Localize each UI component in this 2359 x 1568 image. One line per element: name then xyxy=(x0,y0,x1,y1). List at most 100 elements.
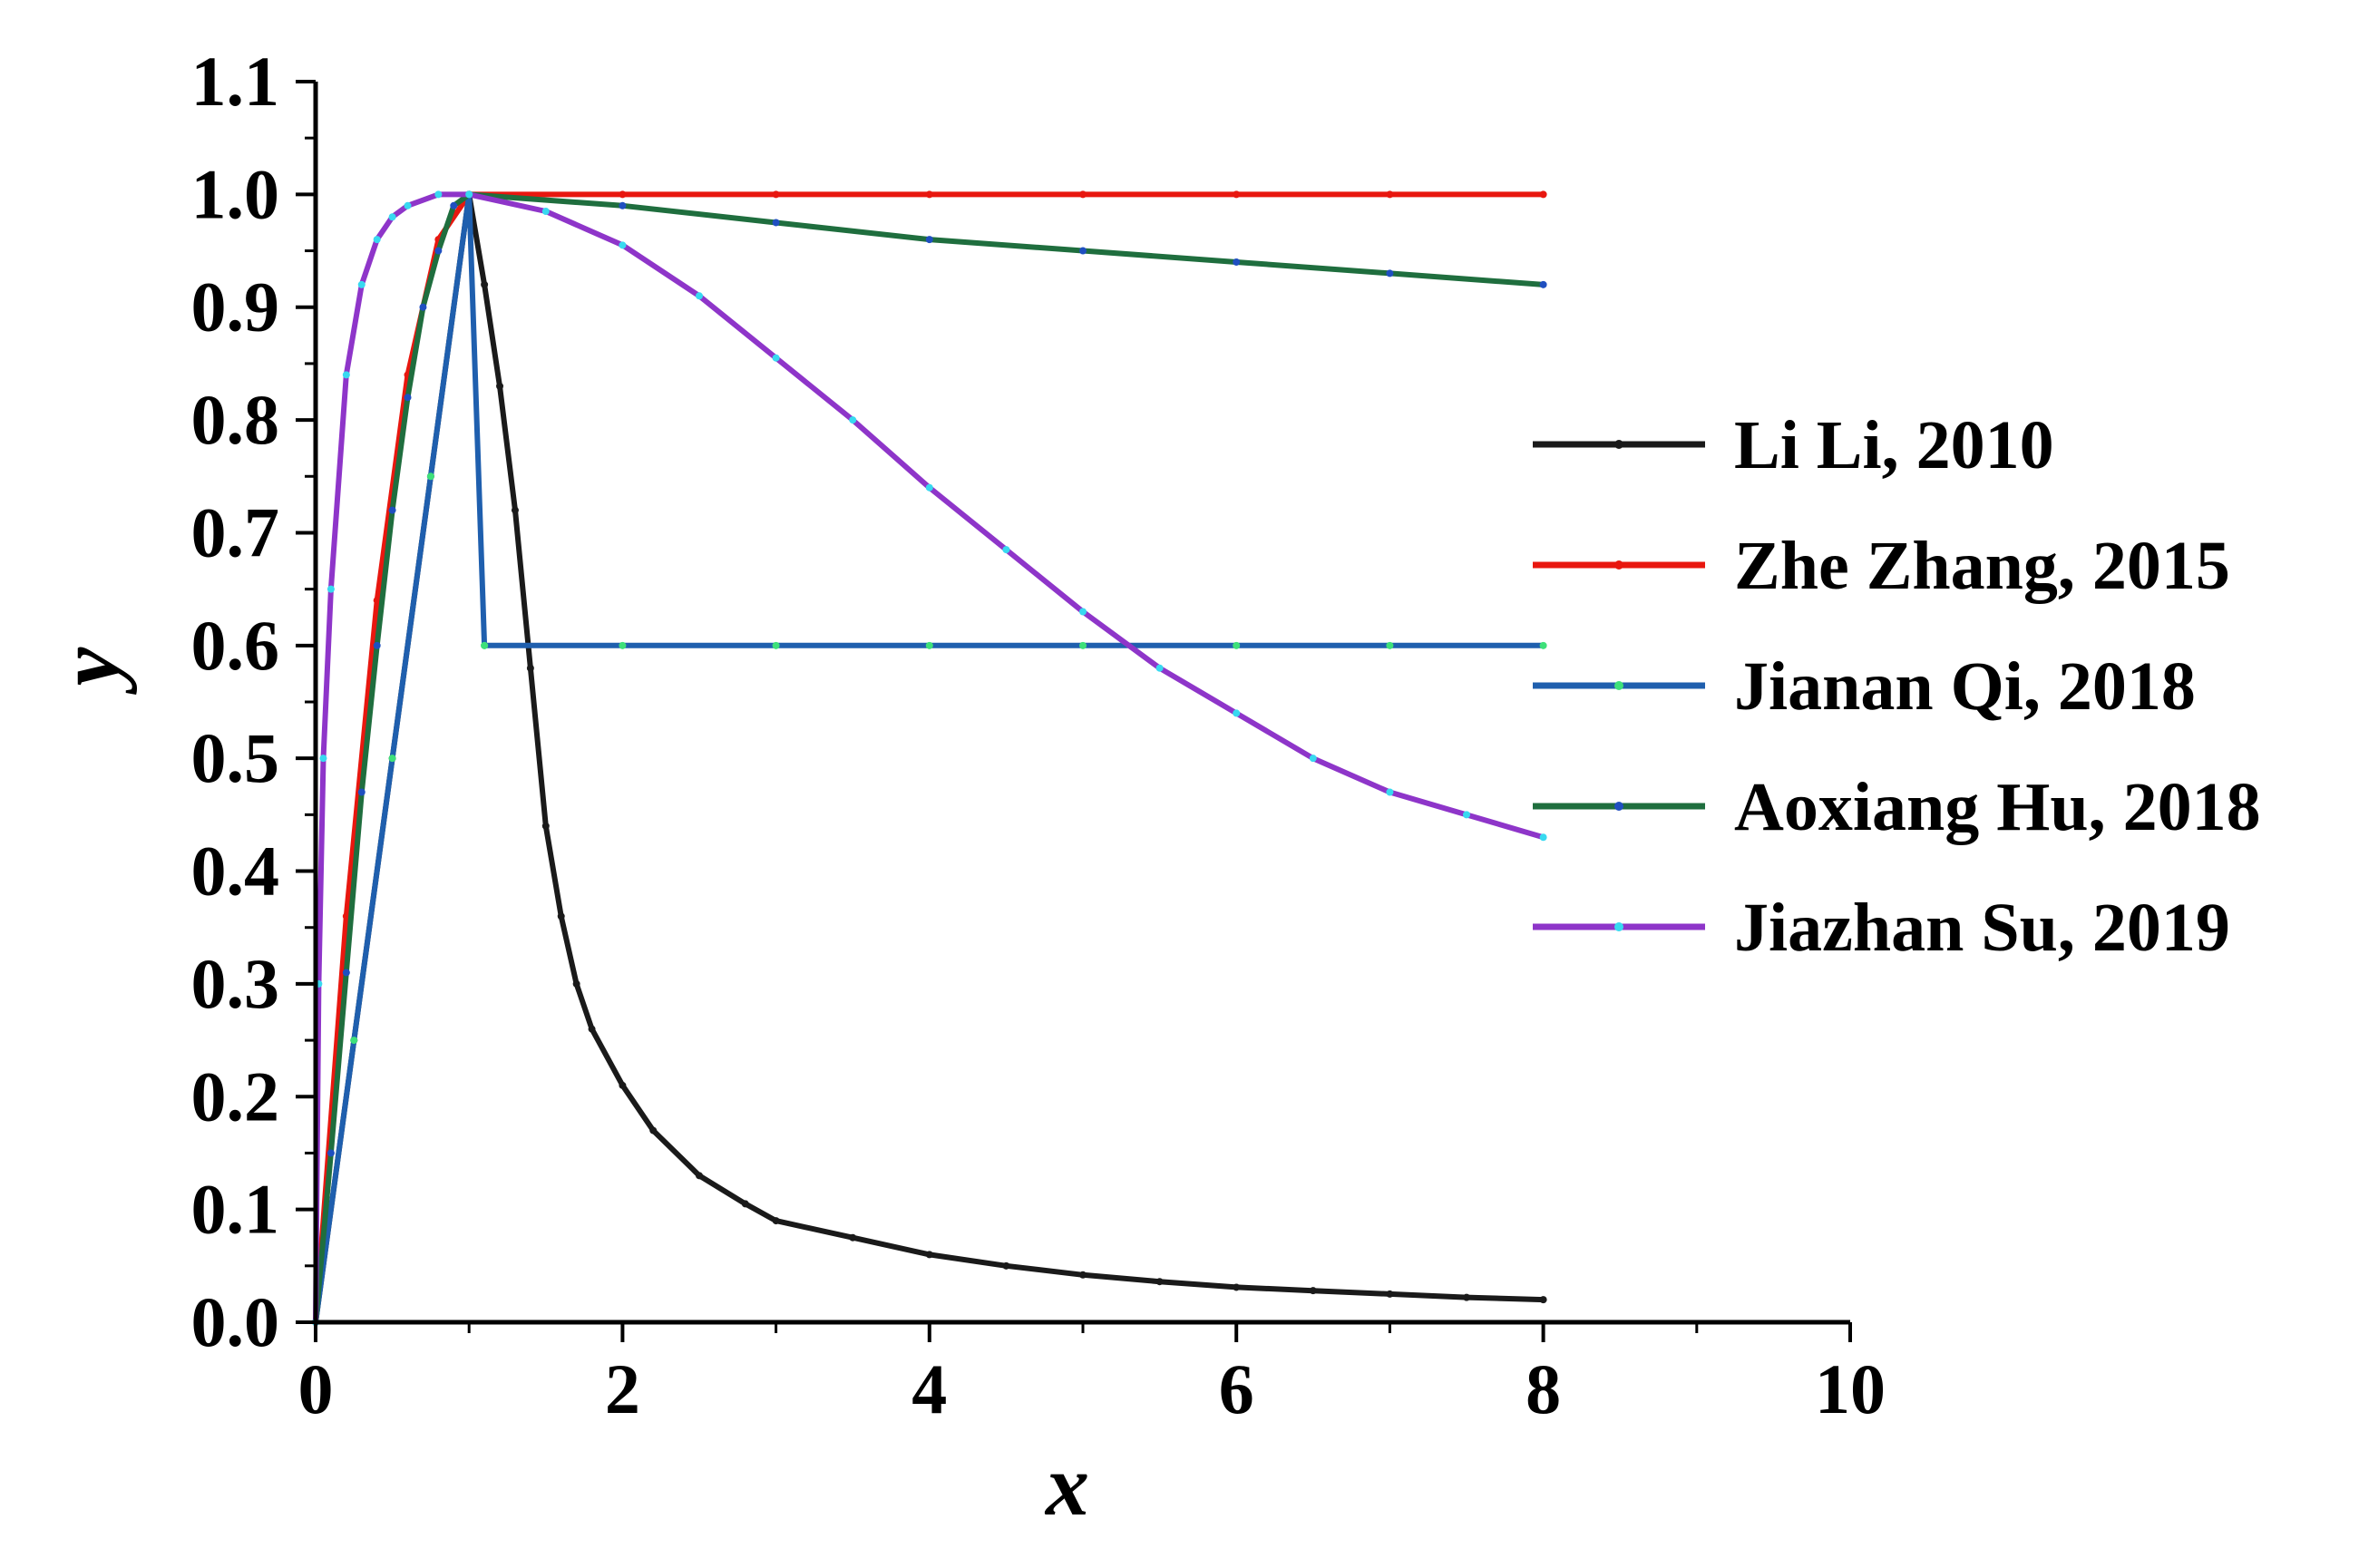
data-point xyxy=(404,201,412,209)
legend-label-3: Jianan Qi, 2018 xyxy=(1734,648,2196,725)
data-point xyxy=(925,236,933,244)
data-point xyxy=(419,303,427,311)
data-point xyxy=(1002,1261,1010,1270)
data-point xyxy=(1155,1278,1164,1286)
data-point xyxy=(588,1025,596,1033)
data-point xyxy=(925,190,933,199)
legend-marker-5 xyxy=(1614,922,1623,931)
data-point xyxy=(450,201,458,209)
data-point xyxy=(849,416,857,424)
data-point xyxy=(342,912,350,920)
data-point xyxy=(741,1200,749,1208)
legend-marker-3 xyxy=(1614,681,1623,690)
y-tick-label: 0.0 xyxy=(191,1282,280,1361)
data-point xyxy=(319,755,327,763)
data-point xyxy=(1233,709,1241,717)
data-point xyxy=(1233,641,1241,649)
data-point xyxy=(434,247,443,255)
data-point xyxy=(1079,190,1087,199)
data-point xyxy=(772,641,780,649)
data-point xyxy=(1079,608,1087,616)
x-tick-label: 2 xyxy=(605,1349,640,1428)
x-tick-label: 10 xyxy=(1815,1349,1886,1428)
series-layer xyxy=(312,190,1547,1326)
legend-label-1: Li Li, 2010 xyxy=(1734,407,2054,483)
data-point xyxy=(373,641,381,649)
legend-marker-2 xyxy=(1614,560,1623,570)
data-point xyxy=(1539,190,1547,199)
x-tick-label: 0 xyxy=(298,1349,334,1428)
data-point xyxy=(1079,247,1087,255)
legend-marker-4 xyxy=(1614,802,1623,811)
data-point xyxy=(1309,1287,1317,1295)
data-point xyxy=(541,822,550,830)
data-point xyxy=(619,641,627,649)
y-tick-label: 1.1 xyxy=(191,42,280,121)
data-point xyxy=(1002,546,1010,554)
y-tick-label: 0.5 xyxy=(191,718,280,797)
data-point xyxy=(557,912,565,920)
data-point xyxy=(327,585,335,593)
data-point xyxy=(388,213,396,221)
data-point xyxy=(772,1217,780,1225)
axes-layer: 0 2 4 6 8 10 0.0 0.1 0.2 0.3 0.4 0.5 0.6 0.7 0.8 0.9 1.0… xyxy=(191,42,1886,1428)
legend-label-2: Zhe Zhang, 2015 xyxy=(1734,528,2230,604)
series-line-1 xyxy=(313,191,1544,1323)
legend-label-5: Jiazhan Su, 2019 xyxy=(1734,890,2230,966)
data-point xyxy=(481,641,489,649)
data-point xyxy=(342,969,350,977)
data-point xyxy=(1233,258,1241,266)
data-point xyxy=(772,354,780,362)
y-tick-label: 0.8 xyxy=(191,380,280,459)
data-point xyxy=(357,788,366,796)
data-point xyxy=(925,1251,933,1259)
legend-marker-1 xyxy=(1614,440,1623,449)
data-point xyxy=(696,1172,703,1180)
data-point xyxy=(1386,641,1394,649)
data-point xyxy=(373,236,381,244)
data-point xyxy=(619,1081,627,1089)
data-point xyxy=(426,472,434,481)
data-point xyxy=(1386,269,1394,278)
data-point xyxy=(496,382,504,390)
legend: Li Li, 2010 Zhe Zhang, 2015 Jianan Qi, 201… xyxy=(1533,407,2261,966)
y-tick-label: 0.7 xyxy=(191,492,280,571)
y-tick-label: 0.1 xyxy=(191,1170,280,1249)
data-point xyxy=(1539,641,1547,649)
data-point xyxy=(1309,755,1317,763)
data-point xyxy=(772,219,780,227)
data-point xyxy=(1386,190,1394,199)
data-point xyxy=(327,1149,335,1157)
series-line-4 xyxy=(313,191,1544,1323)
y-tick-label: 1.0 xyxy=(191,154,280,233)
data-point xyxy=(465,190,473,199)
data-point xyxy=(1155,664,1164,672)
y-tick-label: 0.9 xyxy=(191,268,280,346)
legend-label-4: Aoxiang Hu, 2018 xyxy=(1734,769,2261,845)
data-point xyxy=(1386,788,1394,796)
data-point xyxy=(619,201,627,209)
data-point xyxy=(1079,641,1087,649)
data-point xyxy=(1539,1296,1547,1304)
data-point xyxy=(481,280,489,288)
data-point xyxy=(1463,1293,1470,1301)
data-point xyxy=(649,1126,658,1135)
data-point xyxy=(350,1037,358,1045)
x-axis-title: x xyxy=(1044,1437,1089,1534)
y-tick-label: 0.2 xyxy=(191,1057,280,1135)
data-point xyxy=(1539,833,1547,842)
data-point xyxy=(342,371,350,379)
data-point xyxy=(1233,190,1241,199)
data-point xyxy=(404,394,412,402)
y-tick-label: 0.3 xyxy=(191,944,280,1023)
x-tick-label: 4 xyxy=(911,1349,947,1428)
data-point xyxy=(541,208,550,216)
data-point xyxy=(696,292,703,300)
data-point xyxy=(434,190,443,199)
data-point xyxy=(925,641,933,649)
data-point xyxy=(1386,1290,1394,1298)
data-point xyxy=(572,979,580,988)
data-point xyxy=(619,241,627,249)
